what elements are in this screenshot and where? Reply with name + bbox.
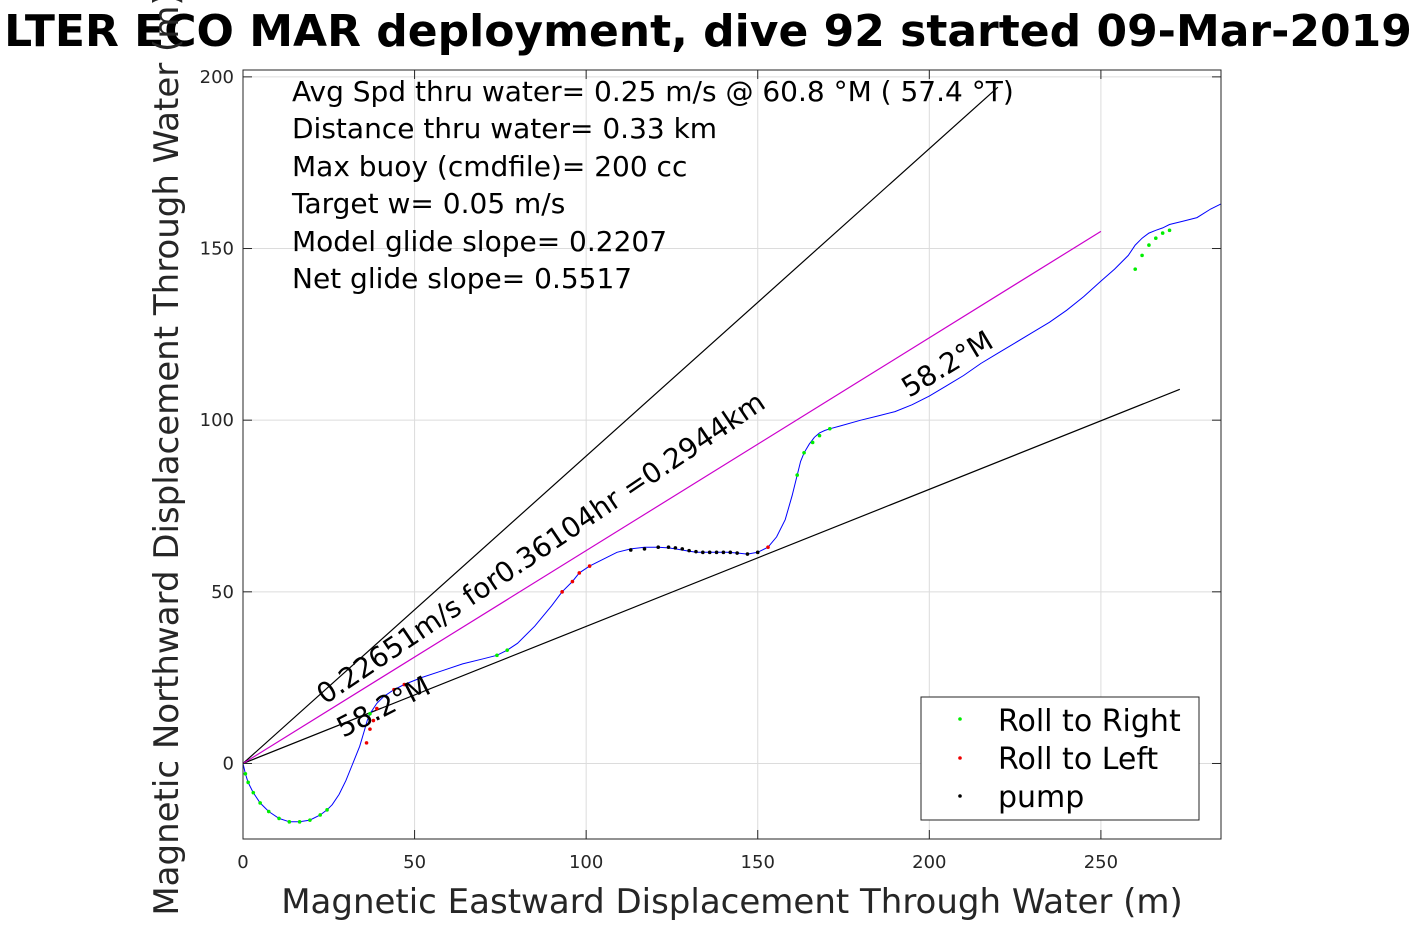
marker-roll-to-right	[266, 809, 271, 814]
legend-label-roll-right: Roll to Right	[998, 704, 1181, 739]
legend-marker-roll-right	[958, 717, 962, 721]
y-tick-label: 0	[223, 753, 234, 774]
y-tick-label: 50	[211, 582, 234, 603]
marker-roll-to-right	[802, 450, 806, 455]
info-line: Target w= 0.05 m/s	[291, 187, 565, 220]
x-tick-label: 200	[912, 852, 946, 873]
marker-roll-to-right	[817, 433, 822, 438]
info-line: Model glide slope= 0.2207	[292, 225, 667, 258]
marker-roll-to-right	[258, 801, 262, 805]
marker-pump	[755, 550, 760, 555]
marker-roll-to-left	[402, 682, 407, 687]
marker-roll-to-right	[810, 440, 815, 445]
marker-roll-to-right	[251, 790, 256, 795]
speed-annotation: 0.22651m/s for0.36104hr =0.2944km	[310, 385, 771, 711]
marker-roll-to-left	[371, 718, 376, 723]
y-tick-label: 150	[200, 239, 234, 260]
marker-roll-to-left	[570, 579, 575, 584]
marker-roll-to-left	[587, 564, 592, 568]
marker-pump	[687, 548, 691, 553]
marker-roll-to-right	[368, 711, 372, 716]
info-box: Avg Spd thru water= 0.25 m/s @ 60.8 °M (…	[291, 75, 1014, 295]
legend-marker-roll-left	[958, 756, 962, 760]
marker-points	[243, 228, 1172, 824]
marker-roll-to-right	[795, 473, 799, 477]
marker-roll-to-right	[495, 653, 499, 658]
info-line: Max buoy (cmdfile)= 200 cc	[292, 150, 687, 183]
marker-roll-to-left	[577, 571, 582, 575]
y-axis-label: Magnetic Northward Displacement Through …	[147, 0, 187, 916]
marker-pump	[714, 550, 719, 555]
marker-roll-to-right	[1147, 243, 1151, 247]
marker-roll-to-right	[246, 780, 250, 785]
x-tick-label: 150	[741, 852, 775, 873]
reference-line-2	[242, 230, 1102, 764]
marker-roll-to-left	[368, 727, 372, 731]
marker-pump	[745, 552, 750, 556]
marker-roll-to-right	[243, 771, 248, 776]
marker-roll-to-right	[1167, 228, 1172, 233]
legend-label-pump: pump	[998, 780, 1084, 815]
chart-title: LTER ECO MAR deployment, dive 92 started…	[4, 6, 1412, 57]
marker-pump	[680, 547, 685, 551]
marker-pump	[721, 550, 726, 555]
marker-pump	[628, 548, 633, 552]
marker-roll-to-right	[1133, 267, 1138, 271]
marker-pump	[666, 545, 671, 549]
marker-roll-to-right	[325, 808, 329, 812]
grid-lines	[242, 70, 1221, 839]
marker-roll-to-left	[392, 687, 396, 692]
info-line: Net glide slope= 0.5517	[292, 262, 632, 295]
marker-roll-to-right	[1140, 253, 1144, 258]
marker-pump	[728, 550, 733, 555]
marker-roll-to-right	[1160, 231, 1165, 235]
marker-roll-to-right	[287, 820, 292, 824]
legend-label-roll-left: Roll to Left	[998, 742, 1158, 777]
y-tick-label: 200	[200, 67, 234, 88]
axis-ticks: 0 50 100 150 200 250 0 50 100 150 200	[200, 67, 1221, 873]
reference-line-0	[242, 86, 999, 764]
marker-pump	[673, 546, 678, 550]
marker-pump	[735, 551, 739, 555]
x-tick-label: 250	[1084, 852, 1118, 873]
info-line: Distance thru water= 0.33 km	[292, 112, 717, 145]
marker-roll-to-right	[297, 820, 302, 824]
marker-roll-to-left	[375, 706, 379, 711]
marker-roll-to-right	[1154, 236, 1158, 241]
info-line: Avg Spd thru water= 0.25 m/s @ 60.8 °M (…	[292, 75, 1014, 108]
marker-roll-to-right	[505, 648, 510, 652]
legend: Roll to Right Roll to Left pump	[920, 696, 1200, 821]
y-tick-label: 100	[200, 410, 234, 431]
marker-pump	[642, 547, 647, 551]
marker-pump	[694, 549, 698, 554]
marker-roll-to-right	[277, 816, 281, 821]
x-tick-label: 100	[569, 852, 603, 873]
marker-roll-to-right	[308, 818, 312, 822]
reference-lines	[242, 86, 1181, 765]
marker-roll-to-left	[560, 590, 564, 594]
marker-pump	[707, 550, 712, 555]
marker-roll-to-right	[828, 426, 832, 431]
x-tick-label: 0	[237, 852, 248, 873]
marker-pump	[656, 545, 661, 549]
heading-annotation-upper: 58.2°M	[896, 324, 999, 404]
legend-marker-pump	[958, 794, 962, 798]
legend-box	[920, 696, 1200, 821]
marker-roll-to-right	[318, 813, 323, 817]
axes-frame	[242, 69, 1222, 840]
marker-roll-to-left	[766, 545, 770, 549]
marker-roll-to-left	[364, 741, 369, 745]
x-axis-label: Magnetic Eastward Displacement Through W…	[281, 882, 1183, 922]
x-tick-label: 50	[403, 852, 426, 873]
reference-line-1	[242, 388, 1181, 765]
marker-pump	[701, 550, 705, 555]
